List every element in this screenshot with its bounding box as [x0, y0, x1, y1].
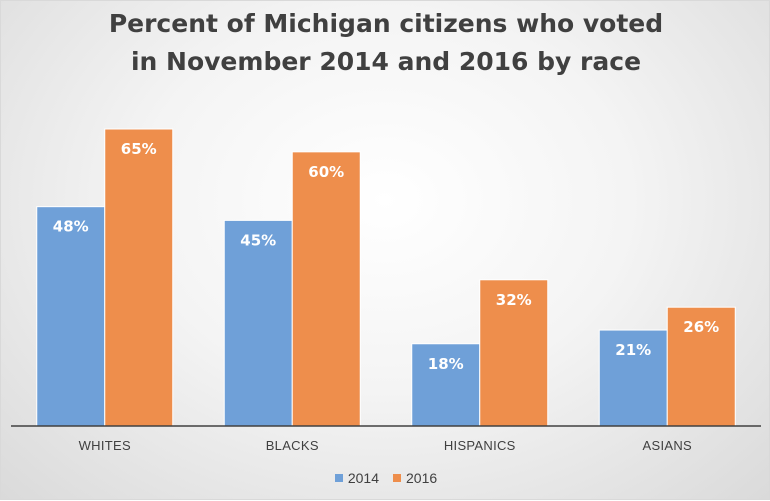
data-label-blacks-2016: 60% — [308, 163, 344, 181]
category-label-asians: ASIANS — [643, 438, 693, 453]
bar-blacks-2016 — [291, 151, 361, 427]
category-label-blacks: BLACKS — [266, 438, 319, 453]
chart-legend: 2014 2016 — [1, 470, 770, 486]
chart-title-line-1: Percent of Michigan citizens who voted — [108, 9, 664, 38]
bar-hispanics-2016 — [479, 279, 549, 427]
legend-swatch-2016 — [393, 474, 401, 482]
bar-blacks-2014 — [223, 219, 293, 427]
data-label-blacks-2014: 45% — [240, 231, 276, 249]
data-label-whites-2014: 48% — [53, 218, 89, 236]
bar-whites-2016 — [104, 128, 174, 427]
legend-item-2014: 2014 — [334, 470, 379, 486]
data-label-asians-2014: 21% — [615, 341, 651, 359]
data-label-asians-2016: 26% — [683, 318, 719, 336]
legend-label-2016: 2016 — [406, 470, 438, 486]
bar-whites-2014 — [36, 206, 106, 427]
legend-label-2014: 2014 — [347, 470, 379, 486]
data-label-whites-2016: 65% — [121, 140, 157, 158]
legend-swatch-2014 — [334, 474, 343, 482]
chart-title-line-2: in November 2014 and 2016 by race — [130, 47, 642, 76]
category-label-whites: WHITES — [79, 438, 131, 453]
data-label-hispanics-2014: 18% — [428, 355, 464, 373]
category-label-hispanics: HISPANICS — [444, 438, 516, 453]
chart-title: Percent of Michigan citizens who voted i… — [1, 5, 770, 81]
data-label-hispanics-2016: 32% — [496, 291, 532, 309]
legend-item-2016: 2016 — [393, 470, 437, 486]
bar-asians-2016 — [666, 306, 736, 427]
